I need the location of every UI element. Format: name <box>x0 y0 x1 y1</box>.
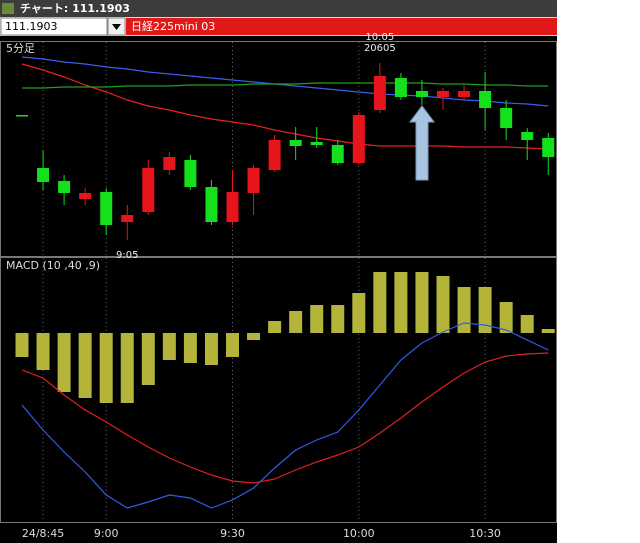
histogram-bar <box>415 272 429 333</box>
candle-body <box>352 115 365 163</box>
x-tick-label: 9:30 <box>220 527 245 540</box>
histogram-bar <box>457 287 471 333</box>
candle-body <box>205 187 218 222</box>
histogram-bar <box>331 305 345 333</box>
indicator-line <box>21 352 549 484</box>
histogram-bar <box>310 305 324 333</box>
histogram-bar <box>183 333 197 363</box>
annotation: 10:05 <box>365 32 394 43</box>
candle-body <box>310 142 323 145</box>
histogram-bar <box>394 272 408 333</box>
histogram-bar <box>247 333 261 340</box>
candle-body <box>100 192 113 225</box>
candle-body <box>521 132 534 140</box>
candle-body <box>79 193 92 199</box>
candle-body <box>500 108 513 128</box>
histogram-bar <box>226 333 239 357</box>
code-text: 111.1903 <box>5 20 58 33</box>
candle-body <box>394 78 407 97</box>
window-icon <box>2 3 14 14</box>
candle-body <box>226 192 239 222</box>
candle-body <box>268 140 281 170</box>
histogram-bar <box>120 333 134 403</box>
x-tick-label: 9:00 <box>94 527 119 540</box>
candle-body <box>458 91 471 97</box>
candle-body <box>373 76 386 110</box>
price-panel-title: 5分足 <box>6 42 35 55</box>
histogram-bar <box>436 276 450 333</box>
candle-body <box>479 91 492 108</box>
histogram-bar <box>268 321 282 333</box>
instrument-bar <box>126 18 557 35</box>
candle-body <box>121 215 134 222</box>
indicator-line <box>21 63 549 150</box>
annotation: 9:05 <box>116 250 138 261</box>
histogram-bar <box>499 302 513 333</box>
candle-body <box>247 168 260 193</box>
title-bar <box>0 0 557 17</box>
dropdown-arrow <box>112 24 121 30</box>
candle-body <box>184 160 197 187</box>
candle-body <box>289 140 302 146</box>
histogram-bar <box>352 293 366 333</box>
histogram-bar <box>78 333 92 398</box>
candle-body <box>163 157 176 170</box>
candle-body <box>437 91 449 97</box>
instrument-name: 日経225mini 03 <box>131 20 215 33</box>
price-panel-frame <box>0 41 557 257</box>
candle-body <box>331 145 344 163</box>
histogram-bar <box>36 333 50 370</box>
up-arrow <box>409 105 435 181</box>
histogram-bar <box>373 272 387 333</box>
histogram-bar <box>57 333 71 392</box>
histogram-bar <box>204 333 218 365</box>
macd-panel-title: MACD (10 ,40 ,9) <box>6 259 100 272</box>
annotation: 20605 <box>364 43 396 54</box>
x-tick-label: 10:30 <box>469 527 501 540</box>
x-tick-label: 24/8:45 <box>22 527 64 540</box>
histogram-bar <box>520 315 534 333</box>
histogram-bar <box>289 311 303 333</box>
histogram-bar <box>141 333 155 385</box>
candle-body <box>142 168 155 212</box>
candle-body <box>542 138 555 157</box>
candle-body <box>58 181 71 193</box>
histogram-bar <box>99 333 113 403</box>
x-tick-label: 10:00 <box>343 527 375 540</box>
histogram-bar <box>541 329 555 333</box>
candle-body <box>37 168 50 182</box>
plot-background <box>0 36 557 543</box>
histogram-bar <box>15 333 29 357</box>
indicator-line <box>21 56 549 107</box>
macd-panel-frame <box>0 257 557 523</box>
indicator-line <box>21 322 549 509</box>
window-title: チャート: 111.1903 <box>20 2 130 15</box>
histogram-bar <box>478 287 492 333</box>
indicator-line <box>22 82 549 89</box>
candle-body <box>415 91 428 97</box>
code-input[interactable] <box>0 17 108 36</box>
candle-body <box>16 115 28 117</box>
histogram-bar <box>162 333 176 360</box>
